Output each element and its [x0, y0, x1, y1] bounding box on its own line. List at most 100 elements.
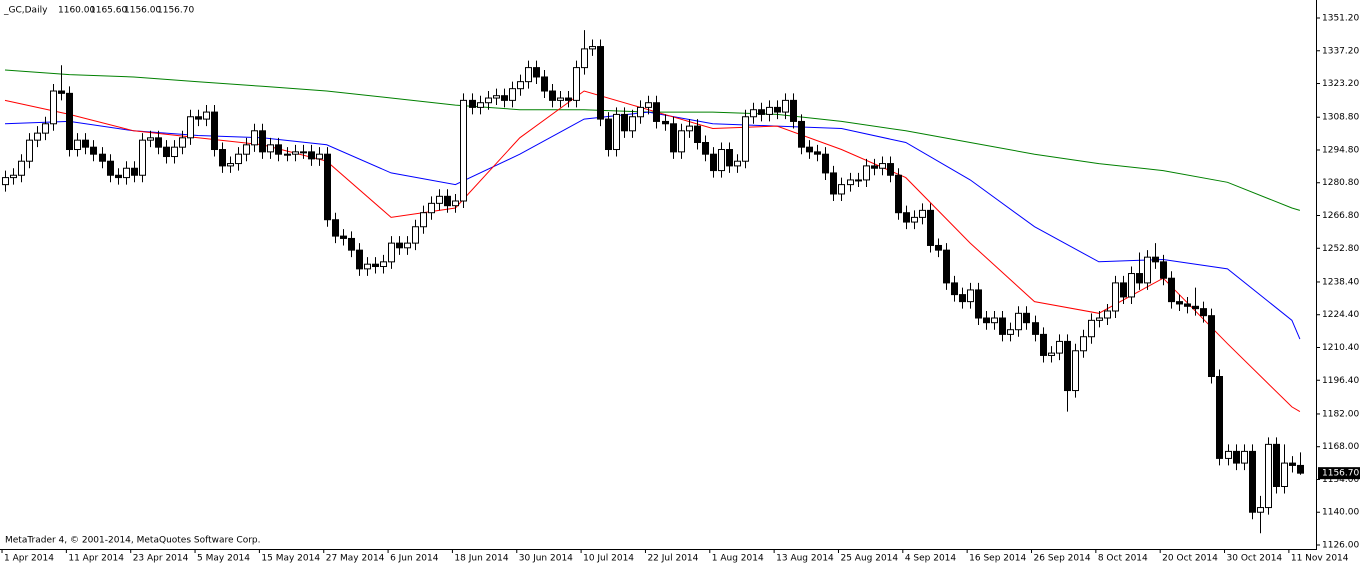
x-tick-label: 22 Jul 2014 — [647, 554, 698, 564]
quote-high: 1165.60 — [90, 6, 127, 16]
candle-body — [686, 125, 693, 132]
candle-body — [718, 149, 725, 172]
candle-body — [195, 116, 202, 120]
candle-body — [50, 90, 57, 125]
candle-body — [758, 109, 765, 115]
candle-body — [1015, 312, 1022, 331]
candle-body — [300, 151, 307, 154]
candle-body — [243, 144, 250, 155]
candle-body — [485, 97, 492, 104]
candle-body — [1208, 315, 1215, 378]
candle-body — [991, 317, 998, 324]
candle-body — [541, 76, 548, 92]
candle-body — [227, 163, 234, 167]
x-tick-label: 5 May 2014 — [197, 554, 250, 564]
y-tick-label: 1351.20 — [1322, 14, 1359, 24]
candle-body — [645, 102, 652, 108]
candle-body — [469, 99, 476, 108]
y-tick-label: 1182.00 — [1322, 409, 1359, 419]
quote-open: 1160.00 — [58, 6, 95, 16]
candle-body — [911, 216, 918, 223]
y-tick-label: 1294.80 — [1322, 145, 1359, 155]
y-tick-label: 1126.00 — [1322, 541, 1359, 551]
candle-body — [123, 167, 130, 179]
candle-body — [1040, 333, 1047, 356]
candle-body — [1281, 462, 1288, 487]
candle-body — [678, 130, 685, 153]
current-price-box — [1318, 467, 1360, 480]
candle-body — [26, 139, 33, 162]
candle-body — [847, 179, 854, 186]
candle-body — [34, 132, 41, 141]
candle-body — [284, 153, 291, 156]
candle-body — [1168, 277, 1175, 303]
candle-body — [380, 261, 387, 268]
candle-body — [99, 153, 106, 162]
candle-body — [573, 67, 580, 101]
candle-body — [372, 263, 379, 268]
candle-body — [1200, 308, 1207, 317]
candle-body — [179, 137, 186, 148]
candle-body — [1249, 450, 1256, 513]
candle-body — [404, 242, 411, 249]
candle-body — [493, 95, 500, 99]
x-tick-label: 20 Oct 2014 — [1162, 554, 1218, 564]
candle-body — [694, 125, 701, 143]
candle-body — [1265, 443, 1272, 509]
y-tick-label: 1168.00 — [1322, 442, 1359, 452]
x-tick-label: 11 Apr 2014 — [68, 554, 124, 564]
y-tick-label: 1308.80 — [1322, 113, 1359, 123]
candle-body — [1128, 273, 1135, 298]
candle-body — [364, 263, 371, 270]
candle-body — [412, 226, 419, 244]
candle-body — [316, 153, 323, 160]
candle-body — [147, 137, 154, 141]
candle-body — [653, 102, 660, 122]
candle-body — [1056, 340, 1063, 354]
candle-body — [10, 174, 17, 179]
candle-body — [1192, 305, 1199, 310]
y-tick-label: 1337.20 — [1322, 46, 1359, 56]
candle-body — [1096, 317, 1103, 321]
candle-body — [155, 137, 162, 148]
candle-body — [670, 123, 677, 153]
candle-body — [597, 46, 604, 120]
candle-body — [82, 139, 89, 148]
y-tick-label: 1266.80 — [1322, 211, 1359, 221]
candle-body — [420, 212, 427, 228]
candle-body — [396, 242, 403, 249]
candle-body — [1241, 450, 1248, 464]
candle-body — [292, 151, 299, 155]
candle-body — [460, 99, 467, 202]
y-tick-label: 1196.40 — [1322, 376, 1359, 386]
candle-body — [332, 219, 339, 237]
candle-body — [477, 102, 484, 108]
x-tick-label: 6 Jun 2014 — [390, 554, 439, 564]
candle-body — [1088, 319, 1095, 338]
x-tick-label: 26 Sep 2014 — [1034, 554, 1091, 564]
candle-body — [863, 165, 870, 181]
candle-body — [629, 116, 636, 132]
candle-body — [139, 139, 146, 176]
candle-body — [895, 174, 902, 214]
chart-title: _GC,Daily — [3, 6, 48, 16]
candle-body — [613, 113, 620, 151]
candle-body — [1023, 312, 1030, 324]
candle-body — [1144, 256, 1151, 284]
candle-body — [267, 144, 274, 153]
candle-body — [549, 90, 556, 101]
candle-body — [436, 195, 443, 204]
candle-body — [1216, 376, 1223, 459]
moving-average — [4, 111, 1301, 340]
watermark: MetaTrader 4, © 2001-2014, MetaQuotes So… — [5, 536, 261, 546]
candle-body — [2, 177, 9, 186]
x-tick-label: 18 Jun 2014 — [454, 554, 508, 564]
x-tick-label: 27 May 2014 — [326, 554, 385, 564]
candle-body — [171, 146, 178, 158]
candle-body — [356, 249, 363, 270]
candle-body — [1048, 352, 1055, 356]
candle-body — [348, 237, 355, 251]
candle-body — [798, 120, 805, 148]
candle-body — [742, 116, 749, 162]
candle-body — [766, 106, 773, 115]
